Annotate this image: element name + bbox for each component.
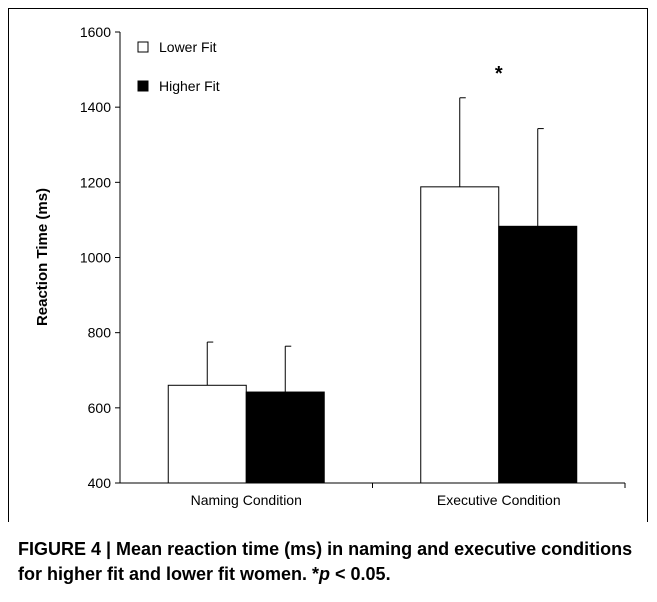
legend-swatch <box>137 41 149 53</box>
y-tick-label: 800 <box>88 325 112 341</box>
y-tick-label: 1400 <box>80 99 111 115</box>
bar-higher-fit <box>498 225 578 484</box>
bar-higher-fit <box>245 391 325 484</box>
x-category-label: Naming Condition <box>191 492 302 508</box>
caption-text: FIGURE 4 | Mean reaction time (ms) in na… <box>18 539 633 584</box>
x-category-label: Executive Condition <box>437 492 561 508</box>
bar-lower-fit <box>420 186 500 484</box>
legend-label: Lower Fit <box>159 39 217 55</box>
y-tick-label: 1000 <box>80 250 111 266</box>
legend-label: Higher Fit <box>159 78 220 94</box>
significance-marker: * <box>495 63 503 85</box>
bar-chart: 400 600 800 1000 1200 1400 1600 Reaction Time (… <box>34 24 626 508</box>
y-tick-label: 600 <box>88 400 112 416</box>
legend-swatch <box>137 80 149 92</box>
y-axis-title: Reaction Time (ms) <box>34 188 51 326</box>
y-tick-label: 1600 <box>80 24 111 40</box>
caption-p-rest: < 0.05. <box>330 564 391 584</box>
y-tick-label: 1200 <box>80 174 111 190</box>
bar-lower-fit <box>167 384 247 484</box>
chart-frame <box>8 8 648 522</box>
figure-caption: FIGURE 4 | Mean reaction time (ms) in na… <box>18 537 638 587</box>
y-tick-label: 400 <box>88 475 112 491</box>
caption-p-symbol: p <box>319 564 331 584</box>
